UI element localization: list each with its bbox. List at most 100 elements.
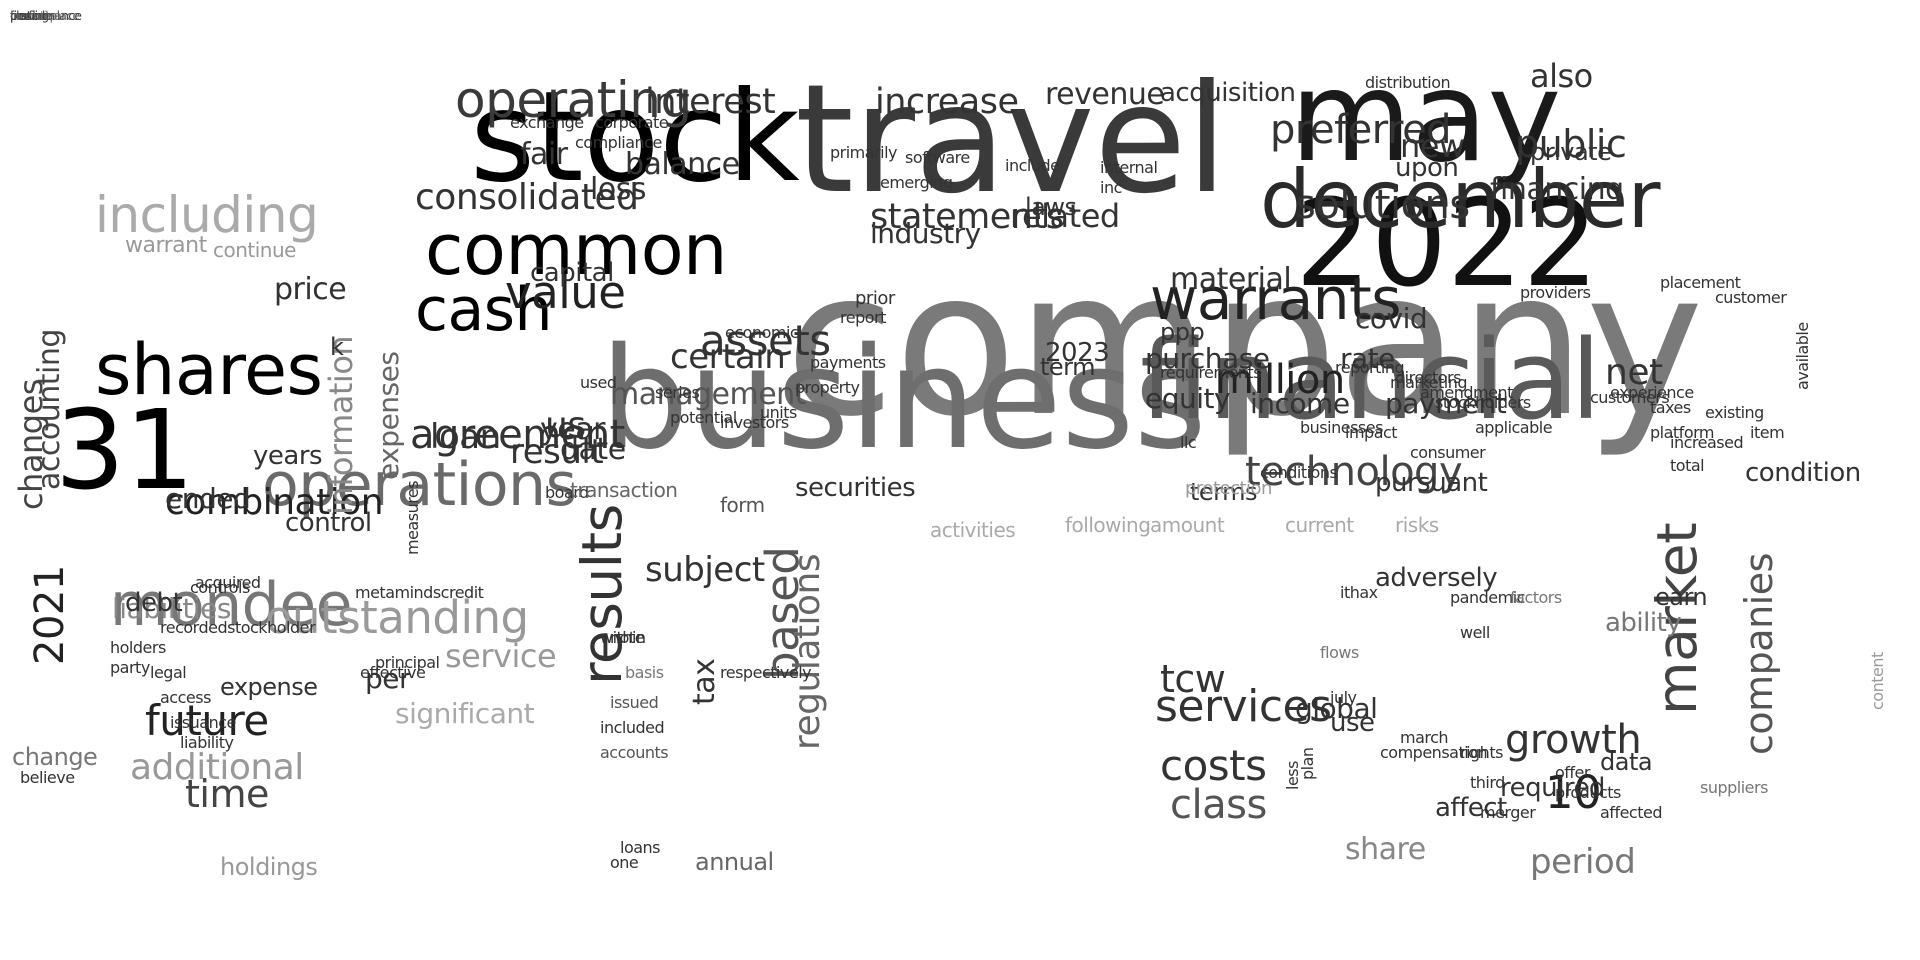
cloud-word: issued [610,693,659,712]
cloud-word: requirements [1160,363,1262,382]
cloud-word: party [110,658,150,677]
cloud-word: taxes [1650,398,1691,417]
cloud-word: term [1040,353,1096,381]
cloud-word: conditions [1260,463,1338,482]
cloud-word: regulations [787,553,828,750]
cloud-word: units [760,403,797,422]
cloud-word: increased [1670,433,1744,452]
cloud-word: legal [150,663,187,682]
cloud-word: adversely [1375,563,1498,593]
cloud-word: emerging [880,173,953,192]
cloud-word: available [1793,322,1812,390]
cloud-word: pandemic [1450,588,1525,607]
cloud-word: merger [1480,803,1536,822]
cloud-word: expense [220,673,318,701]
cloud-word: year [540,412,605,447]
cloud-word: potential [670,408,737,427]
cloud-word: transaction [570,478,678,502]
cloud-word: use [1330,708,1375,738]
cloud-word: issuance [170,713,236,732]
cloud-word: principal [375,653,440,672]
cloud-word: july [1330,688,1357,707]
cloud-word: impact [1345,423,1398,442]
cloud-word: date [560,432,626,467]
cloud-word: compensation [1380,743,1488,762]
cloud-word: directors [1395,368,1461,387]
cloud-word: certain [670,337,786,377]
cloud-word: technology [1245,449,1463,495]
cloud-word: combination [165,482,384,523]
cloud-word: including [95,186,319,244]
cloud-word: new [1400,127,1465,165]
cloud-word: ended [165,482,251,515]
cloud-word: tcw [1160,657,1226,701]
cloud-word: covid [1355,302,1428,335]
cloud-word: consolidated [415,177,639,218]
cloud-word: revenue [1045,77,1165,112]
cloud-word: stock [470,65,800,210]
cloud-word: included [600,718,665,737]
cloud-word: global [1295,692,1378,725]
cloud-word: industry [870,217,981,250]
cloud-word: affect [1435,793,1507,823]
cloud-word: rate [1340,342,1395,375]
cloud-word: products [1555,783,1621,802]
cloud-word: related [1010,197,1120,235]
cloud-word: growth [1505,717,1642,763]
cloud-word: third [1470,773,1505,792]
cloud-word: customers [1590,388,1670,407]
cloud-word: holders [110,638,166,657]
cloud-word: annual [695,848,774,876]
cloud-word: debt [125,588,183,618]
cloud-word: public [1515,122,1627,166]
cloud-word: operating [455,71,692,129]
cloud-word: companies [1737,553,1781,755]
cloud-word: condition [1745,458,1861,488]
cloud-word: marketplace [10,9,80,23]
cloud-word: offer [1555,763,1590,782]
cloud-word: 2021 [27,565,73,665]
cloud-word: factors [1510,588,1562,607]
cloud-word: outstanding [265,591,529,644]
cloud-word: basis [625,663,664,682]
cloud-word: experience [1610,383,1694,402]
cloud-word: assets [700,316,831,365]
cloud-word: distribution [1365,73,1451,92]
cloud-word: costs [1160,741,1267,790]
cloud-word: time [185,772,269,816]
cloud-word: loss [590,172,646,207]
cloud-word: financing [1490,172,1624,207]
cloud-word: property [795,378,860,397]
cloud-word: provide [10,9,52,23]
cloud-word: include [1005,156,1060,175]
cloud-word: well [1460,623,1490,642]
cloud-word: million [1215,357,1345,403]
cloud-word: holdings [220,853,318,881]
cloud-word: one [610,853,639,872]
cloud-word: class [1170,782,1267,828]
cloud-word: statements [870,197,1064,237]
cloud-word: software [905,148,970,167]
cloud-word: us [545,405,586,446]
cloud-word: per [365,662,411,695]
cloud-word: fair [520,137,568,172]
cloud-word: future [145,696,269,745]
cloud-word: form [720,493,765,517]
cloud-word: control [285,508,372,538]
cloud-word: affected [1600,803,1662,822]
cloud-word: income [1250,387,1350,420]
cloud-word: significant [395,697,535,730]
cloud-word: applicable [1475,418,1553,437]
cloud-word: travel [795,53,1228,227]
cloud-word: plan [1298,747,1317,780]
cloud-word: following [1065,513,1151,537]
cloud-word: private [1530,138,1612,166]
cloud-word: acquisition [1160,78,1296,108]
cloud-word: content [1868,652,1887,710]
cloud-word: company [785,228,1704,461]
cloud-word: investors [720,413,789,432]
cloud-word: laws [1025,193,1077,221]
cloud-word: result [510,432,604,472]
cloud-word: recordedstockholder [160,618,316,637]
